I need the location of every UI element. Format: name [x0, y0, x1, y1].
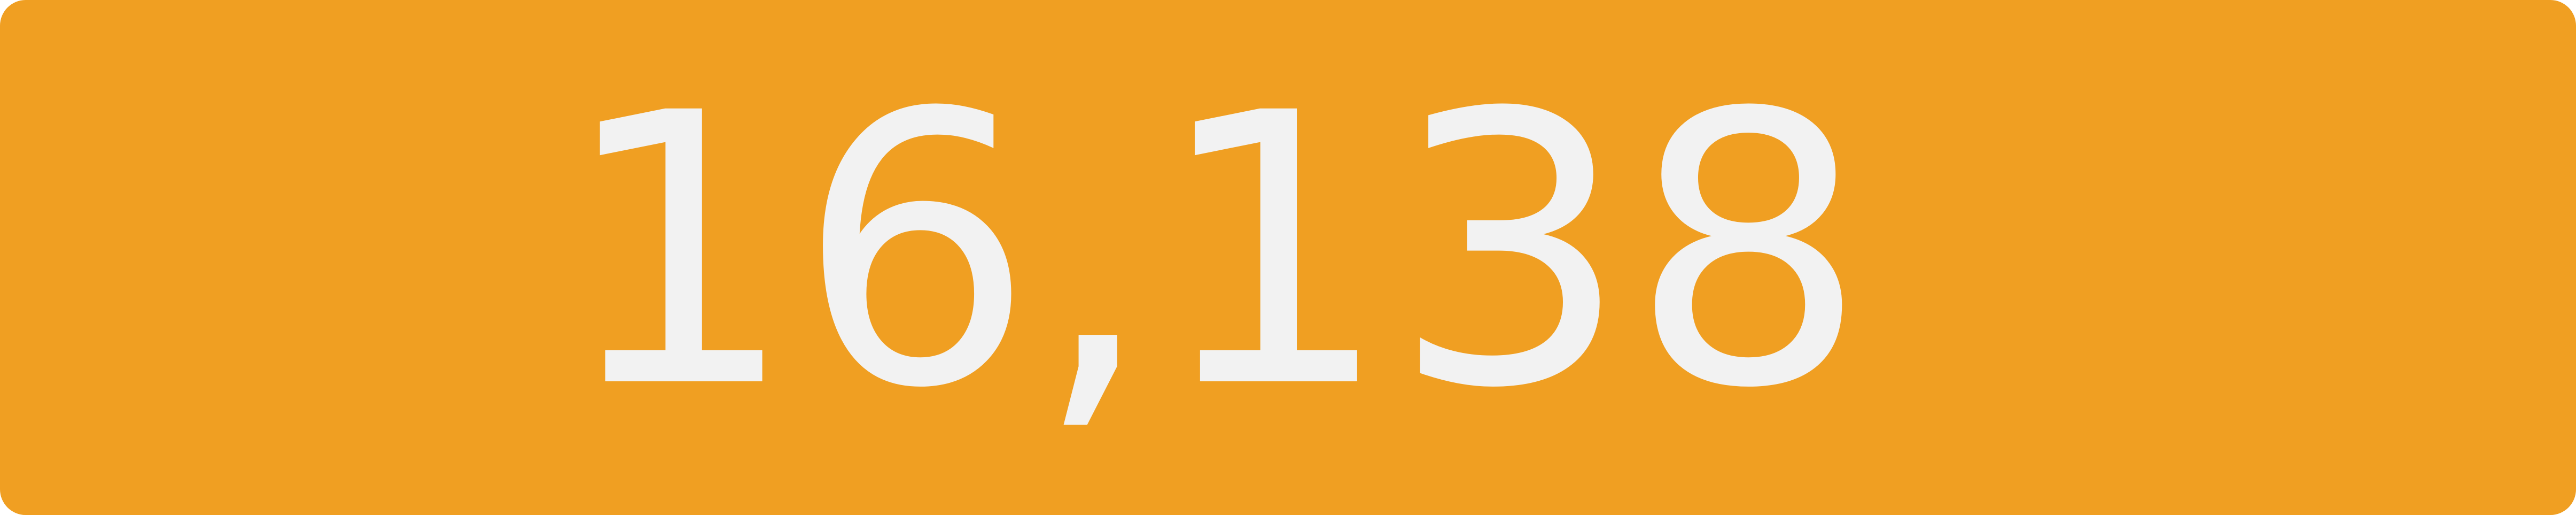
counter-value: 16,138 [558, 34, 1868, 470]
